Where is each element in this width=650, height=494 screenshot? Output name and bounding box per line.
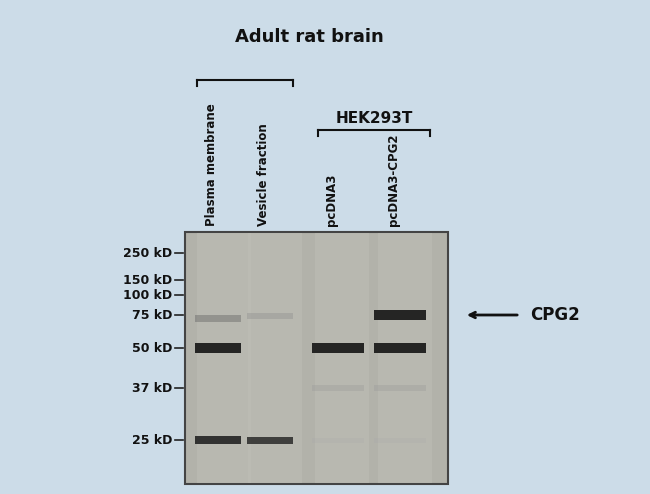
Bar bbox=[312, 385, 364, 391]
Text: 100 kD: 100 kD bbox=[123, 288, 172, 301]
Bar bbox=[247, 313, 293, 319]
Bar bbox=[195, 315, 241, 322]
Text: Adult rat brain: Adult rat brain bbox=[235, 28, 384, 46]
Bar bbox=[374, 385, 426, 391]
Bar bbox=[315, 233, 369, 483]
Bar bbox=[374, 343, 426, 353]
Bar bbox=[312, 438, 364, 443]
Bar bbox=[247, 437, 293, 444]
Text: CPG2: CPG2 bbox=[530, 306, 580, 324]
Text: HEK293T: HEK293T bbox=[335, 111, 413, 126]
Text: Vesicle fraction: Vesicle fraction bbox=[257, 123, 270, 226]
Bar bbox=[378, 233, 432, 483]
Text: 37 kD: 37 kD bbox=[132, 381, 172, 395]
Bar bbox=[248, 233, 302, 483]
Text: pcDNA3: pcDNA3 bbox=[325, 173, 338, 226]
Text: pcDNA3-CPG2: pcDNA3-CPG2 bbox=[387, 133, 400, 226]
Bar bbox=[195, 343, 241, 353]
Bar bbox=[312, 343, 364, 353]
Text: 75 kD: 75 kD bbox=[131, 308, 172, 322]
Text: 50 kD: 50 kD bbox=[131, 341, 172, 355]
Bar bbox=[185, 232, 448, 484]
Bar bbox=[195, 436, 241, 444]
Bar bbox=[374, 438, 426, 443]
Text: 250 kD: 250 kD bbox=[123, 247, 172, 259]
Bar bbox=[197, 233, 251, 483]
Text: Plasma membrane: Plasma membrane bbox=[205, 103, 218, 226]
Text: 150 kD: 150 kD bbox=[123, 274, 172, 287]
Bar bbox=[374, 310, 426, 320]
Text: 25 kD: 25 kD bbox=[131, 434, 172, 447]
